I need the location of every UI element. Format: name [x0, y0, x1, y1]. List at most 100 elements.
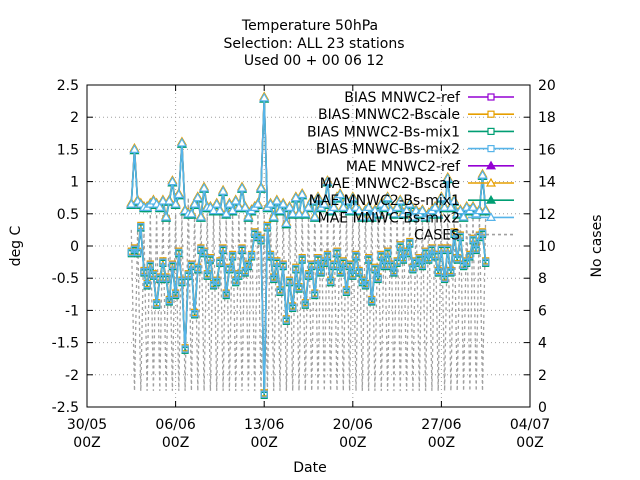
y2-tick-label: 10 — [538, 239, 556, 255]
legend-entry: BIAS MNWC-Bs-mix2 — [316, 142, 514, 158]
data-point-mae-3 — [173, 189, 184, 199]
legend-entry: MAE MNWC2-Bs-mix1 — [309, 193, 514, 209]
data-point-bias-3 — [352, 252, 360, 260]
x-tick-label-date: 27/06 — [421, 417, 461, 433]
data-point-bias-3 — [260, 390, 268, 398]
data-point-bias-3 — [365, 255, 373, 263]
data-point-mae-3 — [442, 173, 453, 182]
y2-tick-label: 18 — [538, 110, 556, 126]
data-point-mae-3 — [319, 198, 330, 208]
y2-tick-label: 16 — [538, 142, 556, 158]
legend-swatch-marker — [487, 93, 495, 101]
legend-entry: BIAS MNWC2-Bscale — [318, 107, 514, 123]
data-point-bias-3 — [292, 264, 300, 273]
data-point-mae-3 — [170, 198, 181, 208]
data-point-mae-3 — [284, 202, 295, 211]
legend-label: BIAS MNWC2-ref — [344, 90, 461, 106]
data-point-mae-3 — [354, 205, 365, 215]
data-point-mae-3 — [259, 92, 270, 102]
y-tick-label: -2.5 — [52, 400, 79, 416]
data-point-bias-3 — [238, 245, 246, 253]
series-markers-bias-3 — [127, 223, 490, 398]
x-tick-label-hour: 00Z — [516, 435, 543, 451]
data-point-bias-3 — [257, 235, 265, 244]
legend-label: MAE MNWC-Bs-mix2 — [318, 210, 460, 226]
data-point-bias-3 — [168, 261, 177, 269]
data-point-mae-3 — [395, 195, 406, 205]
data-point-mae-3 — [458, 211, 469, 221]
data-point-mae-3 — [186, 208, 197, 218]
legend-swatch-marker — [487, 145, 495, 153]
x-tick-label-hour: 00Z — [250, 435, 277, 451]
y2-tick-label: 2 — [538, 368, 547, 384]
data-point-mae-3 — [430, 202, 441, 211]
y-tick-label: 2 — [70, 110, 79, 126]
data-point-bias-3 — [447, 268, 455, 276]
data-point-mae-3 — [167, 176, 178, 186]
data-point-mae-3 — [252, 198, 263, 208]
data-point-bias-3 — [304, 271, 313, 279]
data-point-bias-3 — [406, 239, 414, 247]
data-point-mae-3 — [338, 202, 349, 211]
y2-axis-label: No cases — [589, 215, 605, 278]
legend-swatch-marker — [487, 127, 495, 135]
data-point-mae-3 — [195, 211, 206, 221]
data-point-mae-3 — [379, 202, 390, 211]
data-point-bias-3 — [270, 274, 278, 282]
data-point-bias-3 — [190, 310, 199, 318]
y2-tick-label: 20 — [538, 78, 556, 94]
data-point-bias-3 — [203, 271, 211, 279]
data-point-bias-3 — [418, 261, 427, 269]
data-point-bias-3 — [200, 248, 208, 257]
data-point-mae-3 — [303, 202, 314, 211]
y-tick-label: 1 — [70, 175, 79, 191]
data-point-mae-3 — [328, 202, 339, 211]
data-point-mae-3 — [392, 202, 403, 211]
data-point-mae-3 — [240, 202, 251, 211]
data-point-bias-3 — [311, 290, 319, 298]
y-tick-label: 0 — [70, 239, 79, 255]
data-point-mae-3 — [199, 182, 210, 192]
data-point-bias-3 — [384, 248, 392, 257]
legend-entry: MAE MNWC-Bs-mix2 — [318, 210, 514, 226]
data-point-mae-3 — [445, 202, 456, 211]
y2-tick-label: 6 — [538, 303, 547, 319]
legend-entry: MAE MNWC2-ref — [346, 159, 514, 175]
data-point-bias-3 — [159, 258, 167, 266]
data-point-bias-3 — [143, 281, 151, 289]
data-point-bias-3 — [285, 277, 294, 286]
legend-swatch-marker — [485, 177, 497, 187]
data-point-mae-3 — [468, 202, 479, 211]
x-tick-label-hour: 00Z — [339, 435, 366, 451]
chart-title-block: Temperature 50hPa Selection: ALL 23 stat… — [223, 18, 404, 69]
data-point-mae-3 — [274, 205, 286, 215]
data-point-mae-3 — [230, 195, 241, 205]
legend-swatch-marker — [485, 194, 497, 204]
data-point-bias-3 — [266, 252, 275, 260]
data-point-mae-3 — [208, 205, 219, 215]
x-tick-label-date: 04/07 — [510, 417, 550, 433]
data-point-bias-3 — [466, 252, 474, 260]
data-point-bias-3 — [346, 261, 354, 269]
legend-label: BIAS MNWC2-Bs-mix1 — [307, 124, 460, 140]
data-point-bias-3 — [153, 300, 161, 308]
data-point-mae-3 — [233, 202, 244, 211]
data-point-bias-3 — [342, 287, 351, 295]
data-point-mae-3 — [347, 192, 358, 202]
y-tick-label: 2.5 — [57, 78, 79, 94]
data-point-bias-3 — [402, 248, 411, 257]
data-point-bias-3 — [298, 255, 306, 263]
data-point-bias-3 — [482, 258, 490, 266]
data-point-mae-3 — [373, 208, 384, 218]
data-point-mae-3 — [297, 189, 308, 199]
data-point-bias-3 — [181, 345, 189, 353]
data-point-bias-3 — [453, 255, 461, 263]
y-axis-label: deg C — [8, 225, 24, 266]
data-point-mae-3 — [436, 192, 447, 202]
x-tick-label-date: 20/06 — [333, 417, 373, 433]
legend-label: CASES — [414, 228, 460, 244]
legend-label: MAE MNWC2-Bscale — [320, 176, 460, 192]
y2-tick-label: 14 — [538, 175, 556, 191]
data-point-mae-3 — [189, 198, 200, 208]
